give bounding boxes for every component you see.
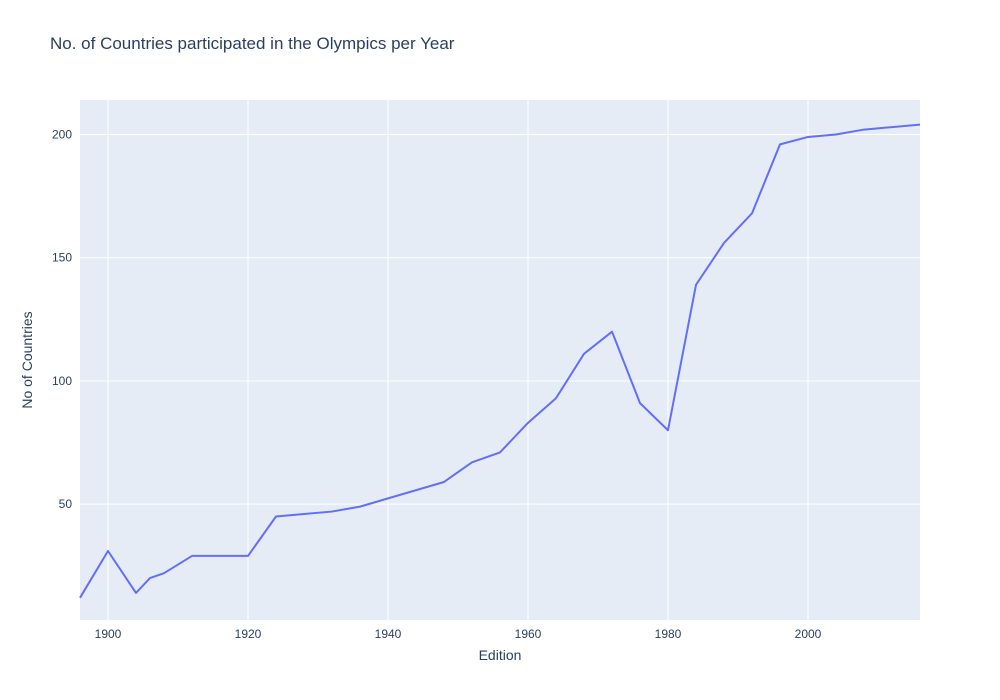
data-point[interactable] [721, 240, 727, 246]
data-point[interactable] [189, 553, 195, 559]
series-line [79, 123, 921, 599]
data-point[interactable] [161, 570, 167, 576]
data-point[interactable] [553, 395, 559, 401]
data-point[interactable] [777, 141, 783, 147]
data-point[interactable] [357, 504, 363, 510]
x-axis-title: Edition [479, 647, 522, 663]
data-point[interactable] [525, 420, 531, 426]
x-gridlines [107, 100, 809, 620]
data-point[interactable] [441, 479, 447, 485]
x-tick-label: 2000 [795, 627, 822, 641]
plot-area [80, 100, 920, 620]
data-point[interactable] [245, 553, 251, 559]
data-point[interactable] [693, 282, 699, 288]
data-point[interactable] [637, 400, 643, 406]
series-group [77, 122, 923, 601]
x-tick-label: 1980 [655, 627, 682, 641]
y-tick-label: 150 [52, 251, 72, 265]
data-point[interactable] [469, 459, 475, 465]
data-point[interactable] [861, 127, 867, 133]
data-point[interactable] [497, 449, 503, 455]
data-point[interactable] [273, 513, 279, 519]
x-tick-label: 1900 [95, 627, 122, 641]
y-gridlines [80, 134, 920, 505]
data-point[interactable] [77, 595, 83, 601]
y-tick-label: 100 [52, 374, 72, 388]
data-point[interactable] [147, 575, 153, 581]
data-point[interactable] [609, 329, 615, 335]
y-axis-title: No of Countries [19, 311, 35, 408]
data-point[interactable] [833, 132, 839, 138]
x-tick-label: 1960 [515, 627, 542, 641]
x-tick-label: 1920 [235, 627, 262, 641]
chart-title: No. of Countries participated in the Oly… [50, 34, 455, 53]
data-point[interactable] [133, 590, 139, 596]
y-tick-labels: 50 100 150 200 [52, 128, 72, 512]
y-tick-label: 200 [52, 128, 72, 142]
data-point[interactable] [329, 509, 335, 515]
x-tick-labels: 1900 1920 1940 1960 1980 2000 [95, 627, 822, 641]
x-tick-label: 1940 [375, 627, 402, 641]
data-point[interactable] [917, 122, 923, 128]
data-point[interactable] [581, 351, 587, 357]
data-point[interactable] [301, 511, 307, 517]
data-point[interactable] [889, 124, 895, 130]
data-point[interactable] [105, 548, 111, 554]
data-point[interactable] [665, 427, 671, 433]
y-tick-label: 50 [59, 497, 73, 511]
data-point[interactable] [749, 210, 755, 216]
data-point[interactable] [805, 134, 811, 140]
